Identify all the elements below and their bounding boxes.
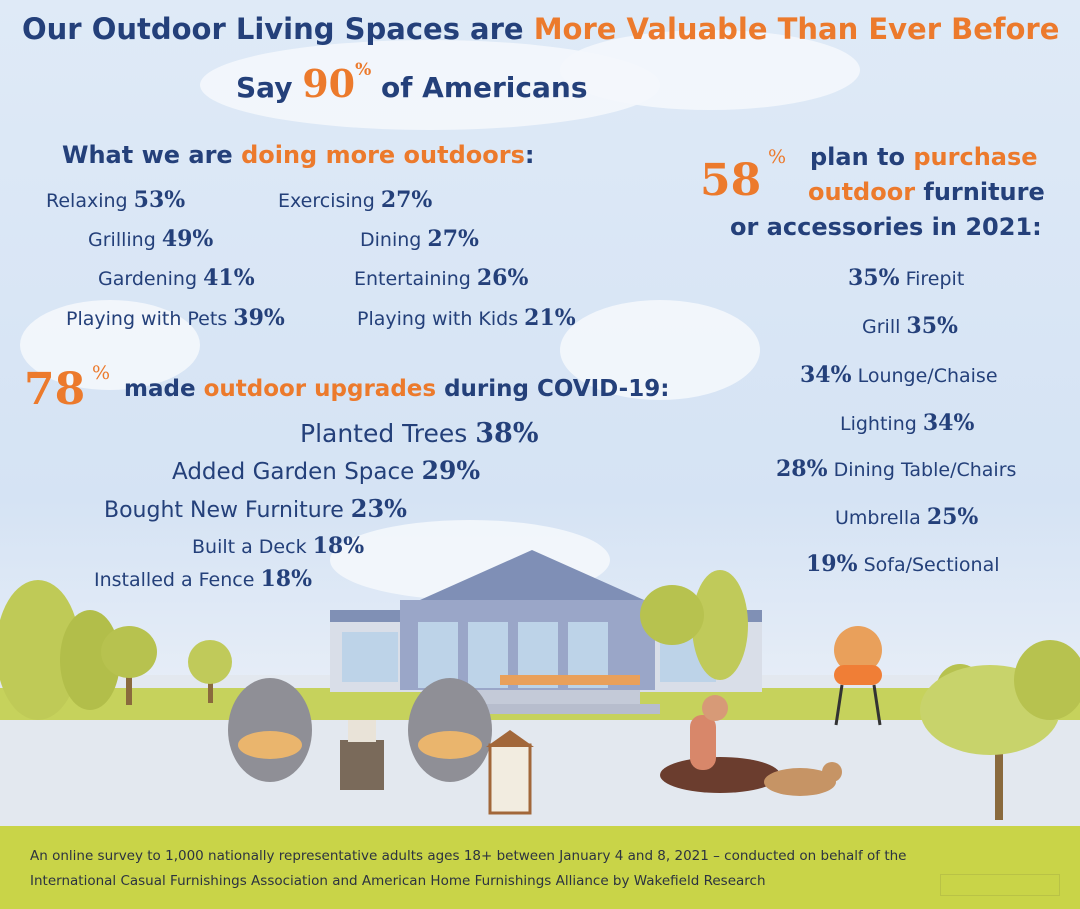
activity-entertaining: Entertaining 26%	[354, 265, 529, 291]
backyard-illustration	[0, 550, 1080, 830]
purchase-percent-sign: %	[768, 146, 787, 168]
purchase-title-line1: plan to purchase	[810, 143, 1038, 171]
activity-gardening: Gardening 41%	[98, 265, 255, 291]
headline: Our Outdoor Living Spaces are More Valua…	[22, 12, 1060, 46]
upgrade-installed-a-fence: Installed a Fence 18%	[94, 566, 313, 592]
cloud	[560, 30, 860, 110]
yoga-person-with-dog	[660, 695, 842, 796]
watermark-box	[940, 874, 1060, 896]
activity-playing-with-kids: Playing with Kids 21%	[357, 305, 576, 331]
upgrades-big-number: 78	[24, 364, 86, 415]
activity-playing-with-pets: Playing with Pets 39%	[66, 305, 285, 331]
activity-exercising: Exercising 27%	[278, 187, 433, 213]
activity-dining: Dining 27%	[360, 226, 479, 252]
purchase-big-number: 58	[700, 155, 762, 206]
purchase-item-sofa-sectional: 19% Sofa/Sectional	[806, 551, 1000, 577]
cloud	[560, 300, 760, 400]
upgrade-bought-new-furniture: Bought New Furniture 23%	[104, 494, 407, 523]
upgrade-planted-trees: Planted Trees 38%	[300, 418, 539, 449]
grill	[834, 626, 882, 726]
purchase-item-firepit: 35% Firepit	[848, 265, 965, 291]
upgrade-added-garden-space: Added Garden Space 29%	[172, 456, 481, 485]
upgrades-percent-sign: %	[92, 362, 111, 384]
activity-grilling: Grilling 49%	[88, 226, 214, 252]
purchase-item-lounge-chaise: 34% Lounge/Chaise	[800, 362, 998, 388]
footer-source-line2: International Casual Furnishings Associa…	[30, 873, 766, 889]
purchase-title-line3: or accessories in 2021:	[730, 213, 1042, 241]
right-trees	[640, 570, 1080, 820]
subheadline: Say 90% of Americans	[236, 60, 588, 106]
purchase-item-lighting: Lighting 34%	[840, 410, 975, 436]
footer-band: An online survey to 1,000 nationally rep…	[0, 826, 1080, 909]
doing-more-title: What we are doing more outdoors:	[62, 141, 535, 169]
purchase-item-grill: Grill 35%	[862, 313, 958, 339]
activity-relaxing: Relaxing 53%	[46, 187, 186, 213]
left-trees	[0, 580, 232, 720]
lantern	[486, 730, 534, 815]
footer-source-line1: An online survey to 1,000 nationally rep…	[30, 848, 907, 864]
purchase-item-umbrella: Umbrella 25%	[835, 504, 979, 530]
cloud	[20, 300, 200, 390]
purchase-title-line2: outdoor furniture	[808, 178, 1045, 206]
upgrades-title: made outdoor upgrades during COVID-19:	[124, 376, 670, 402]
purchase-item-dining-table-chairs: 28% Dining Table/Chairs	[776, 456, 1017, 482]
wicker-chairs	[228, 678, 492, 790]
upgrade-built-a-deck: Built a Deck 18%	[192, 533, 365, 559]
